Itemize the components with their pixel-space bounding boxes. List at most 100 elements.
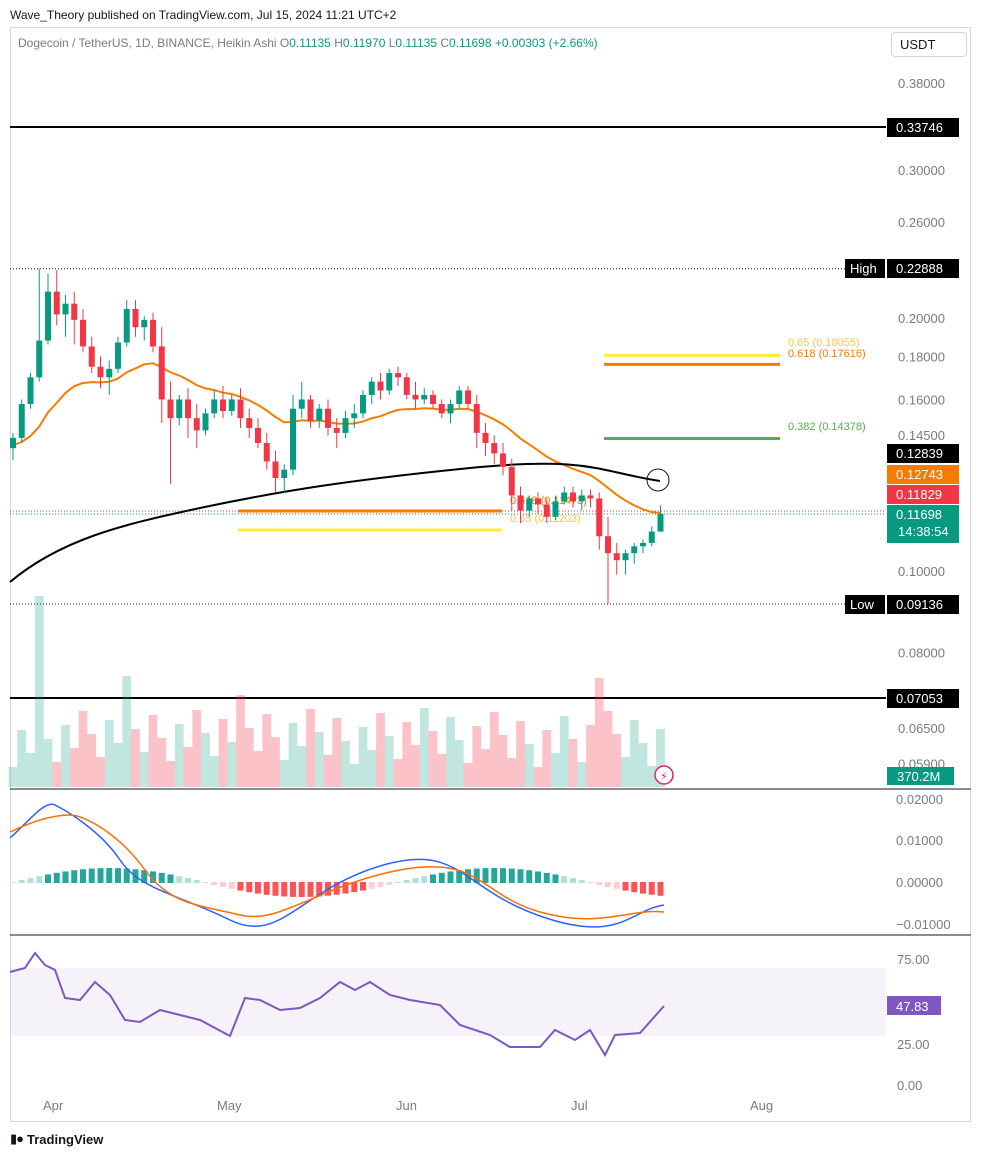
volume-bar [87,734,97,787]
price-tick-label: 0.38000 [898,76,945,91]
candle-body [281,469,288,479]
price-label-prefix-box [845,595,885,614]
candle-body [272,461,279,479]
candle-body [570,492,576,502]
volume-bar [542,730,552,787]
symbol-name[interactable]: Dogecoin / TetherUS, 1D, BINANCE, Heikin… [18,36,277,50]
volume-bar [586,725,595,787]
volume-bar [209,756,219,787]
countdown-text: 14:38:54 [898,524,949,539]
macd-bar [447,871,454,883]
macd-bar [508,868,515,883]
price-label-box [887,485,959,504]
bolt-icon[interactable] [654,765,674,785]
volume-bar [428,731,438,787]
volume-bar [113,743,123,787]
candle-body [535,498,541,505]
macd-bar [351,882,358,893]
ema-black-line [9,462,661,583]
price-label-text: 0.09136 [896,597,943,612]
macd-bar [631,882,638,893]
close-key: C [440,36,450,50]
macd-bar [587,882,594,884]
volume-bar [533,767,543,787]
price-label-text: 0.33746 [896,120,943,135]
candle-body [45,291,51,341]
volume-bar [8,767,18,787]
macd-bar [290,882,296,897]
macd-bar [53,872,60,883]
candle-body [237,399,244,419]
candle-body [211,399,218,414]
candle-body [640,542,646,547]
price-tick-label: 0.10000 [898,564,945,579]
macd-bar [115,868,121,883]
volume-bar [148,715,158,787]
macd-bar [316,882,323,897]
currency-button[interactable]: USDT [891,32,967,57]
candle-body [587,495,594,499]
x-tick-label: Jul [571,1098,588,1113]
volume-bar [78,711,88,787]
volume-bar [568,739,578,787]
cross-circle-marker [646,468,670,492]
volume-bar [603,711,613,787]
volume-bar [384,736,394,787]
price-label-text: 0.12743 [896,467,943,482]
candle-body [185,399,191,419]
volume-bar [446,717,455,787]
volume-bar [34,596,44,787]
macd-bar [150,871,156,883]
rsi-value-text: 47.83 [896,999,929,1014]
macd-bar [368,882,375,889]
macd-bar [543,872,550,883]
price-tick-label: 0.26000 [898,215,945,230]
macd-bar [307,882,314,897]
volume-bar [104,720,114,787]
macd-bar [36,876,43,883]
volume-bar [332,718,342,787]
macd-bar [106,868,113,883]
volume-bar [262,714,272,787]
macd-bar [80,869,86,883]
macd-signal-line [9,814,665,920]
macd-bar [263,882,270,895]
macd-bar [535,871,541,883]
price-label-text: 0.11829 [896,487,942,502]
candle-body [508,466,515,496]
volume-bar [419,708,429,787]
volume-bar [594,678,604,787]
macd-bar [491,868,498,883]
candle-body [552,501,559,517]
price-label-text: 0.12839 [896,446,943,461]
tradingview-logo-icon: ▮● [10,1131,24,1146]
candle-body [482,432,489,444]
volume-bar [489,712,499,787]
macd-bar [552,874,559,883]
macd-bar [158,872,165,883]
volume-bar [52,762,62,787]
volume-bar [559,716,569,787]
volume-bar [69,748,79,787]
macd-bar [596,882,603,886]
volume-bar [629,720,639,787]
fib-label: 0.65 (0.11203) [510,513,581,525]
candle-body [473,404,480,433]
chart-frame [10,27,971,1122]
macd-bar [578,880,585,883]
volume-bar [498,735,508,787]
volume-bar [341,741,350,787]
volume-bar [306,709,315,787]
candle-body [307,399,314,421]
volume-bar [166,761,175,787]
macd-bar [167,874,174,883]
volume-bar [638,743,648,787]
footer-brand[interactable]: ▮● TradingView [10,1131,103,1147]
candle-body [500,453,506,467]
price-label-box [887,444,959,463]
candle-body [491,443,498,454]
volume-bar [17,730,27,787]
candle-body [290,408,296,470]
change-value: +0.00303 (+2.66%) [494,36,598,50]
